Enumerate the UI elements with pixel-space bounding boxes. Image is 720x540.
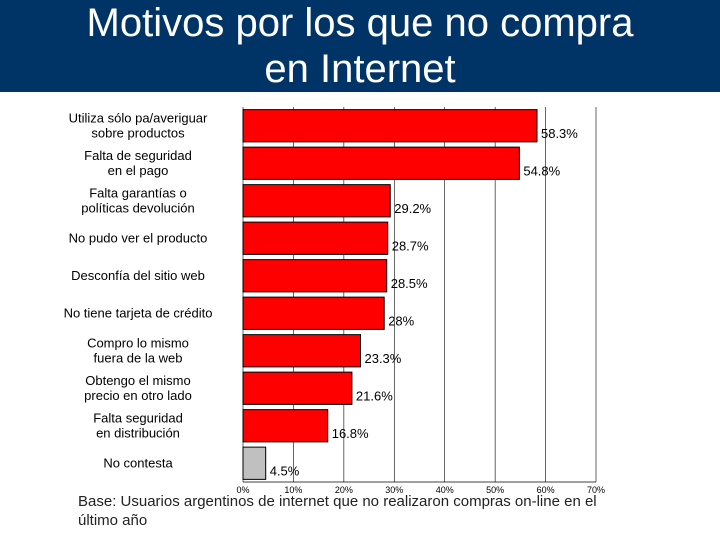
bar [242, 146, 520, 180]
base-note: Base: Usuarios argentinos de internet qu… [78, 493, 597, 529]
bar-value-label: 21.6% [356, 388, 393, 403]
bar-value-label: 4.5% [270, 463, 300, 478]
category-label: Falta garantías o políticas devolución [81, 185, 194, 215]
bar-value-label: 29.2% [394, 201, 431, 216]
bar [242, 446, 267, 480]
slide-title: Motivos por los que no compra en Interne… [0, 0, 720, 92]
category-label: No contesta [103, 455, 173, 470]
bar-value-label: 23.3% [364, 351, 401, 366]
bar-value-label: 16.8% [332, 426, 369, 441]
x-tick-label: 60% [537, 485, 555, 495]
category-label: Desconfía del sitio web [71, 268, 205, 283]
x-tick-label: 70% [587, 485, 605, 495]
bar [242, 221, 389, 255]
category-label: No tiene tarjeta de crédito [64, 305, 213, 320]
title-bar: Motivos por los que no compra en Interne… [0, 0, 720, 92]
bar [242, 334, 361, 368]
slide-title-line-1: Motivos por los que no compra [86, 1, 634, 45]
category-label: Falta de seguridad en el pago [84, 148, 192, 178]
category-label: No pudo ver el producto [69, 230, 208, 245]
x-tick-label: 30% [385, 485, 403, 495]
category-label: Compro lo mismo fuera de la web [87, 335, 189, 365]
bar-value-label: 28% [388, 313, 414, 328]
bar-value-label: 28.7% [392, 238, 429, 253]
bar-chart: 58.3% Utiliza sólo pa/averiguar sobre prod… [64, 107, 605, 495]
bar-value-label: 54.8% [523, 163, 560, 178]
x-tick-label: 0% [236, 485, 249, 495]
x-tick-label: 20% [335, 485, 353, 495]
bar [242, 409, 329, 443]
bar [242, 371, 353, 405]
category-label: Utiliza sólo pa/averiguar sobre productos [69, 110, 208, 140]
category-label: Falta seguridad en distribución [93, 410, 183, 440]
x-tick-label: 40% [436, 485, 454, 495]
bar-value-label: 58.3% [541, 126, 578, 141]
bar [242, 259, 388, 293]
slide-title-line-2: en Internet [264, 47, 456, 91]
bar [242, 184, 391, 218]
category-label: Obtengo el mismo precio en otro lado [84, 373, 192, 403]
x-tick-label: 10% [284, 485, 302, 495]
bar-value-label: 28.5% [391, 276, 428, 291]
bar [242, 296, 385, 330]
x-tick-label: 50% [486, 485, 504, 495]
bar [242, 109, 538, 143]
